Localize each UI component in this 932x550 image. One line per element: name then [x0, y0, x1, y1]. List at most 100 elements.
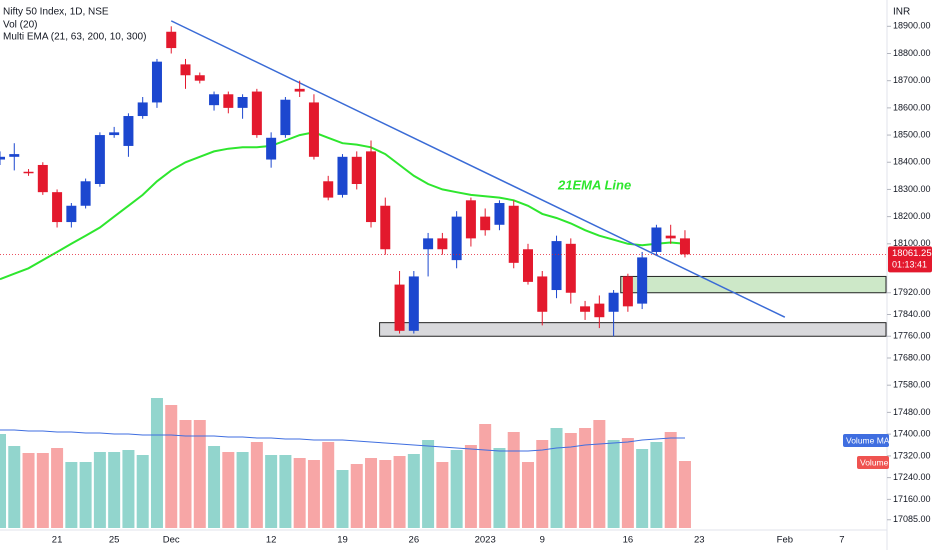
x-tick-label: 9	[540, 535, 545, 546]
volume-bar	[8, 446, 21, 528]
volume-bar	[593, 420, 606, 528]
candle-body	[294, 88, 305, 92]
last-price-label: 18061.25	[892, 248, 932, 259]
y-tick-label: 17920.00	[893, 287, 931, 297]
candle-body	[180, 64, 191, 76]
volume-bar	[236, 452, 249, 528]
volume-bar	[564, 433, 577, 528]
x-tick-label: 19	[337, 535, 348, 546]
volume-bar	[265, 455, 278, 528]
volume-bar	[36, 453, 49, 528]
candle-body	[679, 238, 690, 255]
candle-body	[323, 181, 334, 198]
x-tick-label: 12	[266, 535, 277, 546]
volume-bar	[678, 461, 691, 528]
y-tick-label: 17320.00	[893, 450, 931, 460]
candle-body	[537, 276, 548, 312]
y-tick-label: 18100.00	[893, 238, 931, 248]
volume-bar	[65, 462, 78, 528]
volume-bar	[579, 428, 592, 528]
candle-body	[151, 61, 162, 103]
x-tick-label: 16	[623, 535, 634, 546]
candle-body	[622, 276, 633, 307]
candle-body	[351, 156, 362, 184]
candle-body	[80, 181, 91, 206]
candle-body	[137, 102, 148, 117]
countdown-label: 01:13:41	[892, 260, 927, 270]
volume-bar	[607, 440, 620, 528]
candle-body	[408, 276, 419, 331]
y-tick-label: 17400.00	[893, 429, 931, 439]
volume-bar	[436, 462, 449, 528]
candle-body	[580, 306, 591, 312]
plot-area	[0, 20, 887, 528]
volume-bar	[165, 405, 178, 528]
y-tick-label: 18700.00	[893, 75, 931, 85]
candle-body	[0, 156, 5, 160]
volume-ma-line	[0, 429, 685, 452]
candle-body	[66, 205, 77, 223]
x-tick-label: 23	[694, 535, 705, 546]
candle-body	[123, 116, 134, 146]
volume-bar	[307, 460, 320, 528]
volume-bar	[536, 440, 549, 528]
volume-ma-tag	[843, 434, 889, 447]
volume-bar	[636, 449, 649, 528]
candle-body	[451, 216, 462, 261]
price-zone	[620, 275, 887, 294]
x-tick-label: 2023	[475, 535, 496, 546]
volume-bar	[493, 448, 506, 528]
volume-bar	[122, 450, 135, 528]
candle-body	[608, 292, 619, 312]
candle-body	[394, 284, 405, 331]
x-tick-label: 26	[409, 535, 420, 546]
candle-body	[37, 164, 48, 193]
y-tick-label: 18400.00	[893, 157, 931, 167]
candle-body	[651, 227, 662, 252]
y-tick-label: 18500.00	[893, 129, 931, 139]
trendline	[170, 20, 786, 318]
volume-bar	[322, 442, 335, 528]
volume-bar	[550, 428, 563, 528]
volume-bar	[464, 445, 477, 528]
y-tick-label: 17480.00	[893, 407, 931, 417]
y-tick-label: 18200.00	[893, 211, 931, 221]
x-tick-label: 25	[109, 535, 120, 546]
volume-bar	[108, 452, 121, 528]
candle-body	[423, 238, 434, 250]
candle-body	[209, 94, 220, 106]
x-tick-label: 7	[839, 535, 844, 546]
price-zone	[379, 322, 887, 337]
candle-body	[94, 135, 105, 184]
candle-body	[480, 216, 491, 231]
volume-bar	[250, 442, 263, 528]
volume-bar	[450, 450, 463, 528]
candle-body	[266, 137, 277, 160]
volume-bar	[79, 462, 92, 528]
currency-label: INR	[893, 7, 910, 18]
candle-body	[337, 156, 348, 195]
candle-body	[437, 238, 448, 250]
candle-body	[508, 205, 519, 263]
y-tick-label: 17240.00	[893, 472, 931, 482]
volume-bar	[621, 438, 634, 528]
y-tick-label: 18600.00	[893, 102, 931, 112]
candle-body	[237, 97, 248, 108]
volume-bar	[379, 460, 392, 528]
volume-bar	[407, 454, 420, 528]
x-tick-label: Dec	[163, 535, 180, 546]
volume-bar	[650, 442, 663, 528]
volume-bar	[279, 455, 292, 528]
candle-body	[637, 257, 648, 304]
volume-bar	[193, 420, 206, 528]
volume-bar	[664, 432, 677, 528]
y-tick-label: 18800.00	[893, 48, 931, 58]
volume-bar	[393, 456, 406, 528]
candle-body	[308, 102, 319, 157]
candle-body	[594, 303, 605, 318]
y-tick-label: 17160.00	[893, 494, 931, 504]
volume-bar	[521, 462, 534, 528]
candle-body	[9, 154, 20, 157]
